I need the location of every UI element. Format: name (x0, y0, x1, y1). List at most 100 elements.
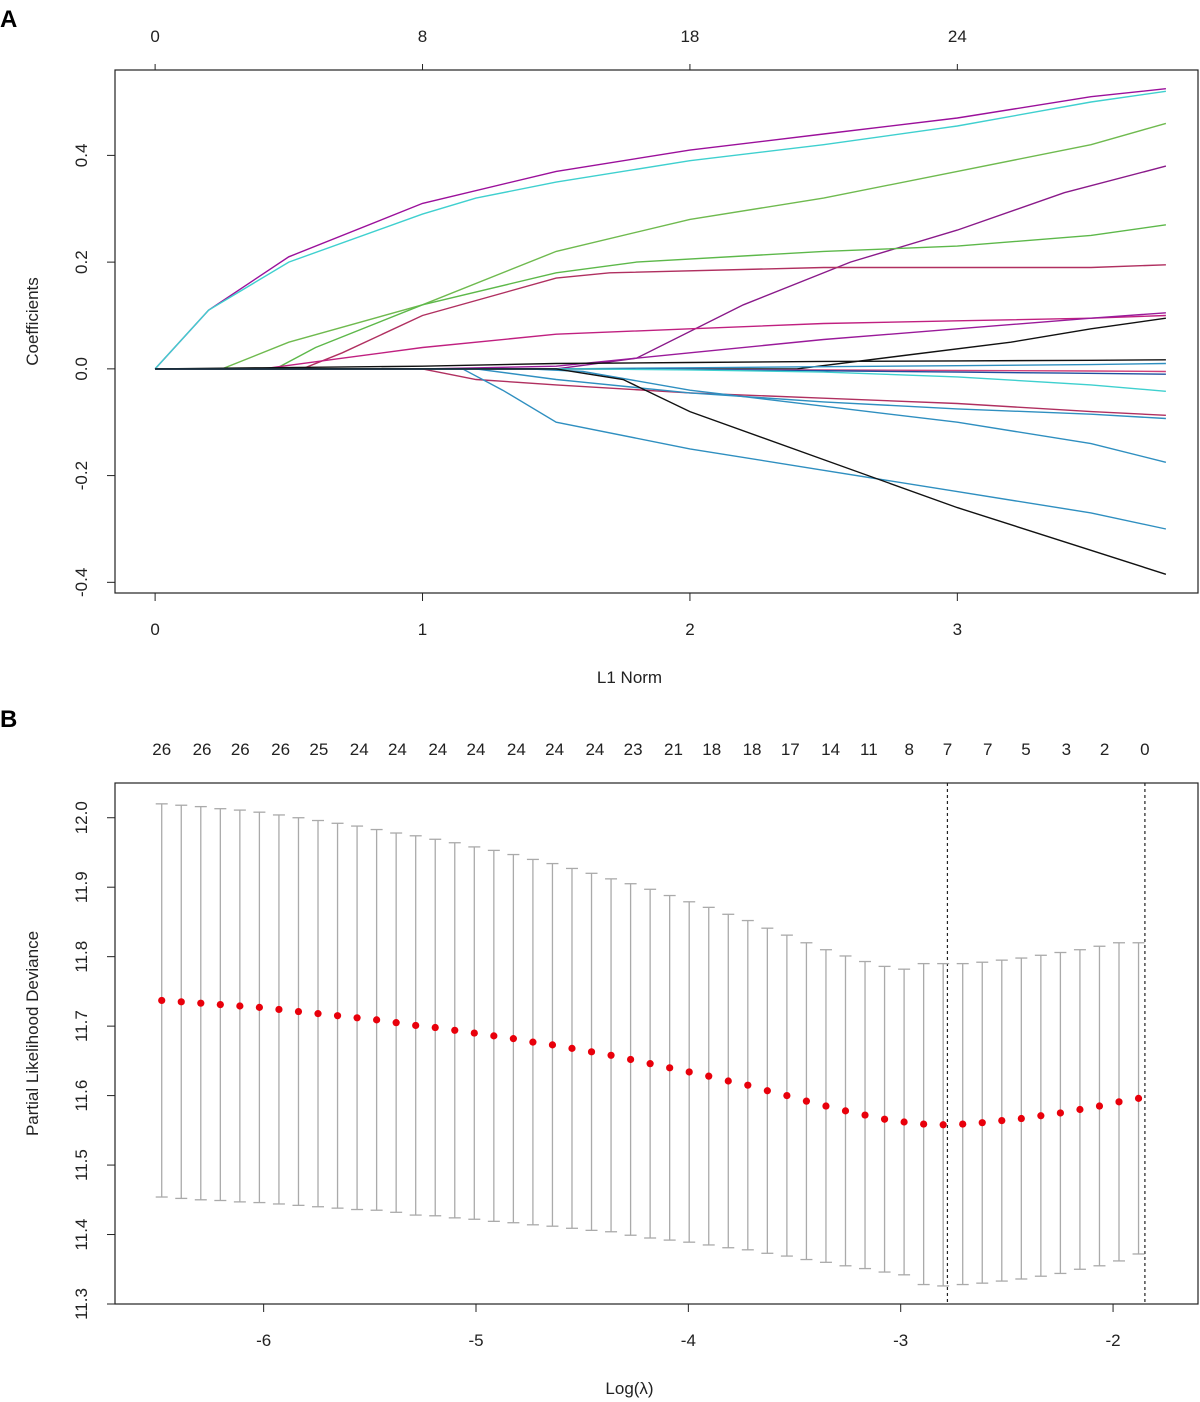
coefficient-path-v7 (155, 314, 1166, 370)
top-axis-label: 24 (507, 740, 526, 759)
deviance-point (880, 1115, 889, 1123)
y-tick-label: 0.0 (72, 357, 91, 381)
deviance-point (412, 1021, 420, 1030)
deviance-point (1076, 1105, 1084, 1114)
deviance-point (841, 1107, 850, 1115)
deviance-point (920, 1120, 928, 1128)
plot-frame (114, 782, 1199, 1305)
y-tick-label: 11.3 (72, 1288, 91, 1320)
deviance-point (1017, 1114, 1025, 1123)
top-axis-label: 8 (904, 740, 913, 759)
coefficient-path-v15 (155, 368, 1166, 416)
deviance-point (666, 1064, 674, 1072)
x-tick-label: -4 (681, 1331, 696, 1350)
top-axis-label: 18 (743, 740, 762, 759)
cross-validation-deviance-chart: -6 -5 -4 -3 -2 11.3 11.4 11.5 11.6 11.7 11.8 11.9 12… (23, 740, 1199, 1398)
deviance-point (900, 1118, 908, 1126)
y-axis-title: Partial Likelihood Deviance (23, 931, 42, 1136)
deviance-point (724, 1077, 732, 1085)
deviance-point (529, 1038, 537, 1046)
top-axis-label: 26 (193, 740, 212, 759)
coefficient-path-v5 (155, 224, 1166, 370)
deviance-point (822, 1102, 830, 1110)
deviance-point (509, 1035, 517, 1043)
deviance-point (861, 1111, 869, 1119)
top-axis-label: 25 (309, 740, 328, 759)
coefficient-path-v17 (155, 368, 1167, 463)
top-axis-label: 5 (1021, 740, 1030, 759)
deviance-point (353, 1014, 361, 1022)
deviance-point (177, 998, 185, 1006)
deviance-point (626, 1055, 635, 1064)
top-axis-label: 24 (545, 740, 564, 759)
deviance-point (1115, 1098, 1123, 1106)
top-axis-label: 24 (428, 740, 447, 759)
top-axis-label: 24 (388, 740, 407, 759)
top-axis-label: 7 (943, 740, 952, 759)
top-axis-label: 14 (821, 740, 840, 759)
x-tick-label: -6 (256, 1331, 271, 1350)
x-tick-label: 0 (150, 620, 159, 639)
deviance-point (783, 1092, 791, 1100)
deviance-point (646, 1060, 654, 1068)
top-axis-label: 8 (418, 27, 427, 46)
y-tick-label: 11.6 (72, 1080, 91, 1112)
y-tick-label: 0.2 (72, 250, 91, 274)
top-axis-label: 24 (350, 740, 369, 759)
top-axis-label: 3 (1062, 740, 1071, 759)
y-tick-label: 12.0 (72, 801, 91, 834)
deviance-point (763, 1087, 771, 1095)
panel-label-b: B (0, 706, 18, 733)
top-axis-label: 24 (467, 740, 486, 759)
y-tick-label: 11.9 (72, 871, 91, 903)
x-tick-label: -2 (1105, 1331, 1120, 1350)
deviance-point (451, 1026, 459, 1034)
deviance-point (1095, 1102, 1104, 1110)
deviance-point (1056, 1109, 1064, 1117)
deviance-point (607, 1051, 615, 1059)
deviance-point (1134, 1094, 1143, 1102)
coefficient-path-v16 (155, 368, 1166, 420)
lasso-coefficient-path-chart: 0 1 2 3 -0.4 -0.2 0.0 0.2 0.4 0 8 18 24 L1 Norm Coeffi… (23, 27, 1199, 687)
deviance-point (314, 1010, 322, 1018)
deviance-point (255, 1003, 263, 1011)
x-tick-label: 3 (953, 620, 962, 639)
top-axis-label: 26 (152, 740, 171, 759)
coefficient-path-v4 (155, 165, 1167, 370)
top-axis-label: 24 (948, 27, 967, 46)
top-axis-label: 7 (983, 740, 992, 759)
coefficient-path-v1 (154, 88, 1166, 370)
coefficient-path-v3 (155, 122, 1167, 370)
deviance-point (236, 1002, 244, 1010)
deviance-point (197, 999, 205, 1007)
x-tick-label: -5 (468, 1331, 483, 1350)
deviance-point (587, 1048, 596, 1056)
deviance-point (392, 1019, 400, 1027)
x-tick-label: 2 (685, 620, 694, 639)
y-tick-label: 11.8 (72, 941, 91, 973)
coefficient-path-v19 (155, 368, 1167, 575)
top-axis-label: 0 (150, 27, 159, 46)
y-axis-title: Coefficients (23, 277, 42, 366)
deviance-point (685, 1068, 693, 1076)
y-tick-label: 0.4 (72, 144, 91, 168)
coefficient-path-v6 (155, 264, 1166, 370)
coefficient-path-v11 (155, 362, 1166, 370)
panel-label-a: A (0, 6, 18, 33)
deviance-point (998, 1117, 1006, 1125)
top-axis-label: 24 (585, 740, 604, 759)
coefficient-path-v2 (154, 90, 1166, 370)
coefficient-path-v10 (155, 359, 1166, 370)
coefficient-path-v18 (155, 368, 1167, 530)
deviance-point (275, 1005, 283, 1014)
top-axis-label: 17 (781, 740, 800, 759)
top-axis-label: 18 (702, 740, 721, 759)
deviance-point (978, 1119, 986, 1127)
y-tick-label: 11.4 (72, 1219, 91, 1251)
top-axis-label: 0 (1140, 740, 1149, 759)
x-tick-label: -3 (893, 1331, 908, 1350)
deviance-point (744, 1081, 752, 1089)
top-axis-label: 2 (1100, 740, 1109, 759)
deviance-point (431, 1023, 439, 1032)
deviance-point (568, 1044, 576, 1052)
